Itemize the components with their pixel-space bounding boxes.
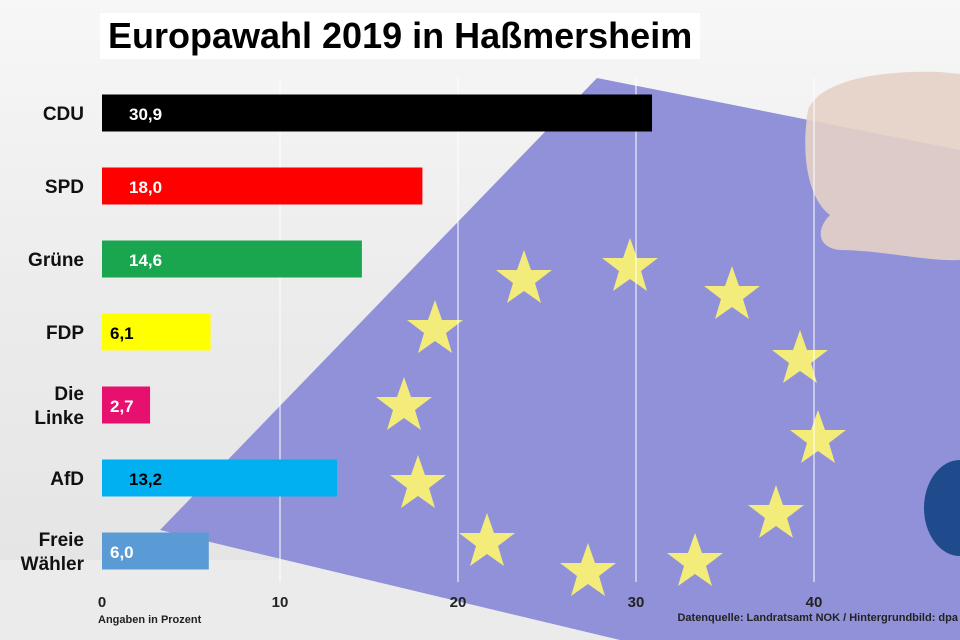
bar [102, 167, 423, 205]
bar-value-label: 6,1 [110, 324, 134, 343]
bar-value-label: 30,9 [129, 105, 162, 124]
hand-image [805, 71, 960, 261]
badge-partial [924, 460, 960, 556]
eu-flag-stars [376, 238, 846, 596]
bar-value-label: 2,7 [110, 397, 134, 416]
source-note: Datenquelle: Landratsamt NOK / Hintergru… [677, 612, 958, 624]
category-label: Grüne [28, 250, 84, 271]
bar [102, 313, 211, 351]
unit-note: Angaben in Prozent [98, 614, 202, 626]
bar [102, 386, 151, 424]
category-label: CDU [43, 104, 84, 125]
category-label: Freie [39, 530, 84, 551]
bar [102, 459, 337, 497]
bar [102, 94, 653, 132]
chart-title: Europawahl 2019 in Haßmersheim [100, 13, 701, 59]
category-label: FDP [46, 323, 84, 344]
eu-ballot-paper [160, 78, 960, 640]
x-tick-label: 10 [272, 594, 289, 611]
x-tick-label: 30 [628, 594, 645, 611]
bar-value-label: 14,6 [129, 251, 162, 270]
bar-value-label: 6,0 [110, 543, 134, 562]
category-label: Linke [34, 408, 84, 429]
x-tick-label: 40 [806, 594, 823, 611]
x-tick-label: 20 [450, 594, 467, 611]
category-label: AfD [50, 469, 84, 490]
bar-value-label: 13,2 [129, 470, 162, 489]
bar [102, 240, 362, 278]
category-label: SPD [45, 177, 84, 198]
bar [102, 532, 209, 570]
x-tick-label: 0 [98, 594, 106, 611]
bar-value-label: 18,0 [129, 178, 162, 197]
category-label: Die [54, 384, 84, 405]
category-label: Wähler [21, 554, 85, 575]
